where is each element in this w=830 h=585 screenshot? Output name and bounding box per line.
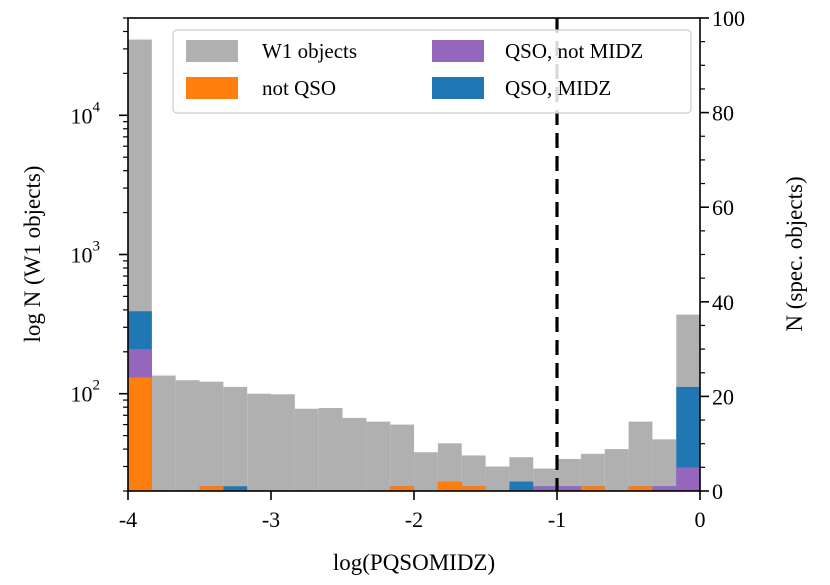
w1-bar (175, 380, 200, 491)
w1-bar (247, 393, 272, 491)
axis-tick-labels: -4 -3 -2 -1 0 102 103 104 0 20 40 60 80 100 (71, 6, 746, 532)
y-axis-right-label: N (spec. objects) (782, 176, 807, 331)
legend-swatch-qso-midz (432, 77, 484, 99)
w1-bar (294, 408, 319, 491)
w1-bar (437, 443, 462, 491)
spec-bar-group (128, 311, 701, 491)
w1-bar (199, 381, 224, 491)
w1-bar (390, 424, 415, 491)
x-tick-label: -4 (119, 507, 137, 532)
y-right-tick-label: 0 (712, 479, 723, 504)
w1-bar (271, 394, 295, 491)
not-qso-bar (461, 486, 486, 491)
x-axis-label: log(PQSOMIDZ) (333, 550, 495, 575)
legend: W1 objects QSO, not MIDZ not QSO QSO, MI… (172, 29, 692, 114)
not-qso-bar (128, 377, 152, 491)
y-axis-left-label: log N (W1 objects) (20, 166, 45, 343)
qso-not-midz-bar (533, 486, 558, 491)
qso-midz-bar (676, 386, 701, 491)
not-qso-bar (390, 486, 415, 491)
not-qso-bar (628, 486, 653, 491)
axis-ticks (119, 17, 709, 500)
y-right-tick-label: 60 (712, 195, 734, 220)
legend-swatch-qso-not-midz (432, 40, 484, 62)
qso-not-midz-bar (557, 486, 581, 491)
x-tick-label: -2 (405, 507, 423, 532)
w1-bar (628, 421, 653, 491)
not-qso-bar (580, 486, 605, 491)
legend-label-not-qso: not QSO (262, 76, 336, 100)
w1-bar (366, 421, 391, 491)
w1-bar (485, 466, 510, 491)
x-tick-label: -1 (548, 507, 566, 532)
qso-not-midz-bar (676, 467, 701, 491)
qso-midz-bar (509, 481, 534, 491)
w1-bar (223, 386, 248, 491)
w1-bar (557, 458, 581, 491)
y-left-tick-label: 104 (71, 99, 101, 128)
legend-label-qso-not-midz: QSO, not MIDZ (505, 39, 643, 63)
w1-bar (604, 449, 629, 491)
x-tick-label: -3 (262, 507, 280, 532)
w1-bar (318, 407, 343, 491)
qso-midz-bar (223, 486, 248, 491)
qso-not-midz-bar (652, 486, 677, 491)
w1-bar (342, 417, 367, 491)
w1-bar (151, 375, 176, 491)
y-right-tick-label: 80 (712, 101, 734, 126)
y-left-tick-label: 102 (71, 378, 101, 407)
not-qso-bar (199, 486, 224, 491)
legend-label-w1-objects: W1 objects (262, 39, 357, 63)
y-right-tick-label: 40 (712, 290, 734, 315)
w1-bar (461, 455, 486, 491)
legend-box (172, 29, 692, 114)
x-tick-label: 0 (695, 507, 706, 532)
legend-swatch-not-qso (186, 77, 238, 99)
y-right-tick-label: 100 (712, 6, 745, 31)
y-right-tick-label: 20 (712, 384, 734, 409)
w1-bar (652, 439, 677, 491)
y-left-tick-label: 103 (71, 239, 101, 268)
legend-swatch-w1-objects (186, 40, 238, 62)
w1-bar (580, 453, 605, 491)
w1-bar (533, 468, 558, 491)
legend-label-qso-midz: QSO, MIDZ (505, 76, 611, 100)
w1-bar (414, 452, 438, 491)
not-qso-bar (437, 481, 462, 491)
